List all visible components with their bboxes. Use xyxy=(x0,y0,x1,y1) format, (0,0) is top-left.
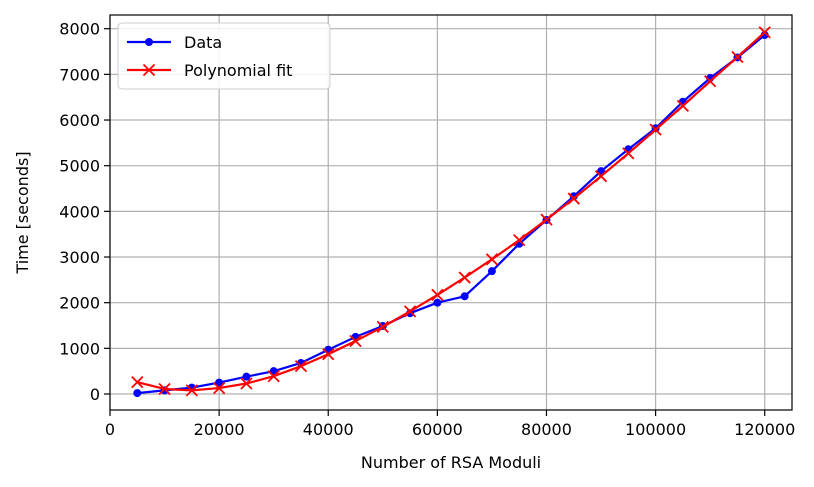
x-tick-label: 120000 xyxy=(734,420,795,439)
legend-label: Data xyxy=(184,33,222,52)
data-point xyxy=(294,360,308,373)
x-tick-label: 0 xyxy=(105,420,115,439)
data-point xyxy=(485,253,499,266)
x-tick-label: 80000 xyxy=(521,420,572,439)
x-marker-stroke xyxy=(158,382,171,396)
y-tick-label: 2000 xyxy=(59,294,100,313)
x-tick-label: 100000 xyxy=(625,420,686,439)
x-marker-stroke xyxy=(431,288,444,302)
series-polynomial-fit xyxy=(131,26,771,397)
series-layer xyxy=(131,26,771,398)
legend-marker xyxy=(142,63,156,77)
y-tick-label: 8000 xyxy=(59,20,100,39)
x-marker-stroke xyxy=(540,213,553,226)
data-point xyxy=(487,267,496,276)
x-marker-stroke xyxy=(185,384,198,397)
legend: Data Polynomial fit xyxy=(117,22,331,90)
data-point xyxy=(131,376,144,389)
y-tick-label: 4000 xyxy=(59,202,100,221)
y-tick-label: 6000 xyxy=(59,111,100,130)
data-point xyxy=(597,167,606,176)
data-point xyxy=(158,382,171,396)
y-tick-label: 0 xyxy=(90,385,100,404)
x-marker-stroke xyxy=(594,170,608,183)
x-marker-stroke xyxy=(622,147,635,160)
x-marker-stroke xyxy=(267,370,280,383)
legend-box xyxy=(117,22,331,90)
x-marker-stroke xyxy=(131,376,144,389)
x-marker-stroke xyxy=(485,253,499,266)
x-marker-stroke xyxy=(758,26,771,39)
data-point xyxy=(322,348,335,361)
x-marker-stroke xyxy=(458,271,471,284)
legend-marker xyxy=(145,38,153,46)
data-point xyxy=(540,213,553,226)
data-point xyxy=(133,389,142,398)
data-point xyxy=(212,381,226,395)
data-point xyxy=(513,233,526,247)
data-point xyxy=(403,305,417,318)
x-marker-stroke xyxy=(513,233,526,247)
data-point xyxy=(594,170,608,183)
data-point xyxy=(242,372,251,381)
x-marker-stroke xyxy=(349,334,362,348)
y-tick-label: 1000 xyxy=(59,339,100,358)
data-point xyxy=(433,298,442,307)
data-point xyxy=(622,147,635,160)
x-marker-stroke xyxy=(403,305,417,318)
x-marker-stroke xyxy=(731,50,744,64)
data-point xyxy=(215,378,224,387)
data-point xyxy=(758,26,771,39)
data-point xyxy=(458,271,471,284)
y-ticks: 0 1000 2000 3000 4000 5000 6000 7000 8000 xyxy=(59,20,110,404)
x-tick-label: 60000 xyxy=(412,420,463,439)
x-marker-stroke xyxy=(376,320,389,334)
plot-frame xyxy=(109,14,793,411)
data-point xyxy=(240,377,253,390)
x-marker-stroke xyxy=(294,360,308,373)
data-point xyxy=(185,384,198,397)
y-tick-label: 7000 xyxy=(59,65,100,84)
y-tick-label: 5000 xyxy=(59,157,100,176)
data-point xyxy=(731,50,744,64)
x-tick-label: 40000 xyxy=(303,420,354,439)
x-marker-stroke xyxy=(240,377,253,390)
data-point xyxy=(269,367,278,376)
data-point xyxy=(649,123,662,136)
x-ticks: 0 20000 40000 60000 80000 100000 120000 xyxy=(105,410,795,439)
data-point xyxy=(704,75,717,88)
data-point xyxy=(267,370,280,383)
legend-entry: Data xyxy=(127,33,222,52)
data-point xyxy=(431,288,444,302)
x-marker-stroke xyxy=(212,381,226,395)
legend-entry: Polynomial fit xyxy=(127,61,292,80)
x-marker-stroke xyxy=(142,63,156,77)
x-axis-label: Number of RSA Moduli xyxy=(361,453,541,472)
x-marker-stroke xyxy=(649,123,662,136)
data-point xyxy=(460,292,469,301)
x-tick-label: 20000 xyxy=(194,420,245,439)
data-point xyxy=(349,334,362,348)
x-marker-stroke xyxy=(676,99,690,113)
data-point xyxy=(376,320,389,334)
x-marker-stroke xyxy=(704,75,717,88)
data-point xyxy=(676,99,690,113)
y-tick-label: 3000 xyxy=(59,248,100,267)
x-marker-stroke xyxy=(567,192,580,205)
data-point xyxy=(567,192,580,205)
legend-label: Polynomial fit xyxy=(184,61,292,80)
y-axis-label: Time [seconds] xyxy=(13,151,32,274)
x-marker-stroke xyxy=(322,348,335,361)
